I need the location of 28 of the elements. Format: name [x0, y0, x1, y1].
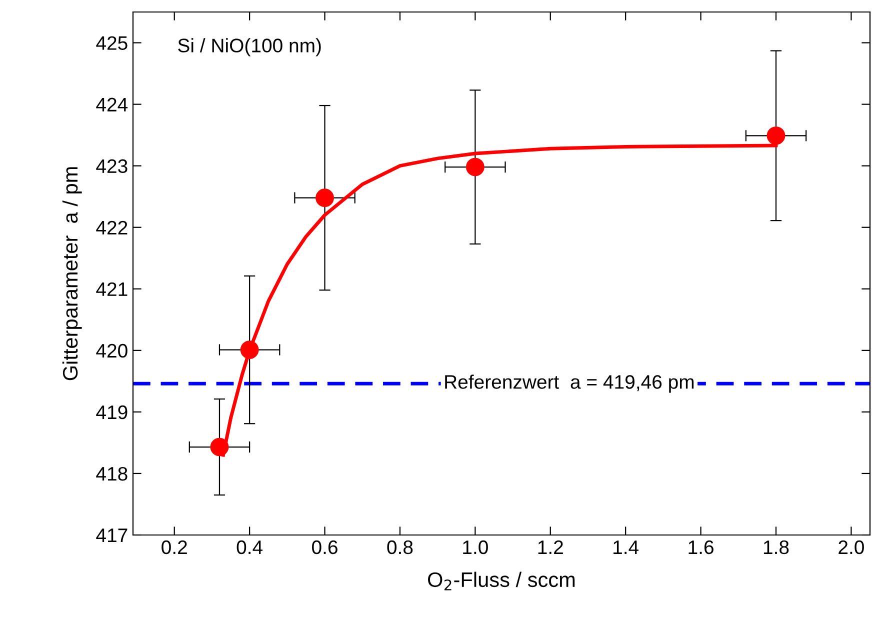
point	[466, 158, 484, 176]
point	[316, 188, 334, 208]
x-tick-label: 2.0	[838, 540, 864, 554]
y-axis-title: Gitterparameter a / pm	[62, 167, 82, 380]
x-tick-label: 1.2	[538, 540, 563, 554]
x-tick-label: 1.8	[764, 540, 789, 554]
y-tick-label: 425	[96, 36, 128, 50]
y-tick-label: 421	[96, 282, 128, 296]
y-tick-label: 417	[96, 528, 128, 542]
point	[766, 126, 786, 145]
point	[240, 340, 259, 359]
y-tick-label: 419	[96, 405, 128, 420]
x-tick-label: 1.4	[614, 540, 639, 554]
annotation: Si / NiO(100 nm)	[178, 38, 321, 56]
x-tick-label: 1.0	[463, 540, 488, 554]
y-tick-label: 424	[96, 98, 128, 112]
x-tick-label: 0.6	[312, 540, 338, 554]
x-tick-label: 1.6	[688, 540, 714, 554]
y-tick-label: 420	[96, 344, 128, 358]
x-tick-label: 0.2	[162, 540, 187, 554]
point	[210, 438, 229, 456]
y-tick-label: 423	[96, 159, 128, 174]
ref-line-label: Referenzwert a = 419,46 pm	[445, 374, 694, 393]
y-tick-label: 418	[96, 466, 128, 481]
x-tick-label: 0.4	[236, 540, 263, 554]
x-axis-title: O$_{2}$-Fluss / sccm	[428, 572, 575, 590]
x-tick-label: 0.8	[387, 540, 413, 554]
y-tick-label: 422	[96, 220, 128, 234]
